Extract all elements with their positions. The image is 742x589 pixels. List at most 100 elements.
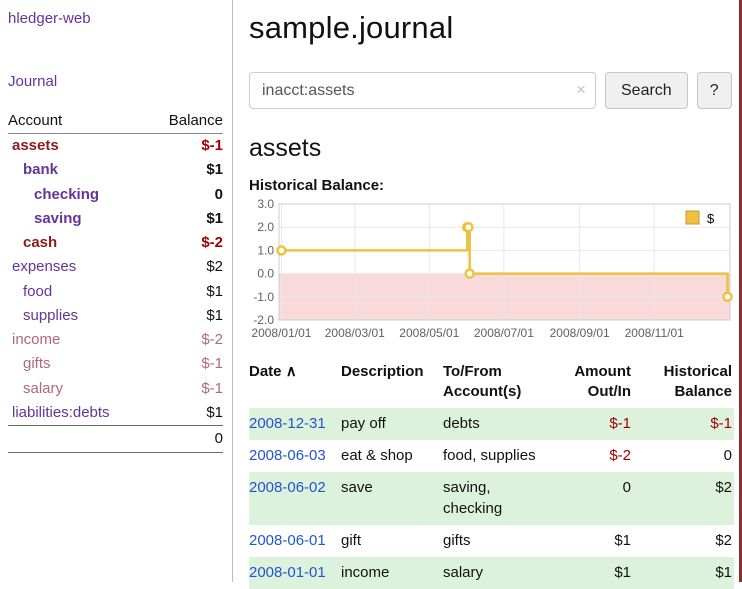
- account-link-bank[interactable]: bank: [23, 161, 59, 179]
- search-input[interactable]: [249, 72, 596, 109]
- app-title-link[interactable]: hledger-web: [8, 10, 91, 27]
- window-edge: [739, 0, 742, 582]
- date-link[interactable]: 2008-06-03: [249, 446, 326, 464]
- account-link-expenses[interactable]: expenses: [12, 258, 77, 276]
- svg-text:-2.0: -2.0: [253, 313, 274, 327]
- clear-search-icon[interactable]: ×: [576, 80, 586, 99]
- svg-text:2008/09/01: 2008/09/01: [550, 326, 610, 340]
- account-row: bank $1: [8, 158, 223, 182]
- cell-date: 2008-06-01: [249, 525, 341, 557]
- help-button[interactable]: ?: [696, 72, 732, 109]
- account-balance: $2: [206, 258, 223, 276]
- svg-text:2008/05/01: 2008/05/01: [399, 326, 459, 340]
- accounts-header-balance: Balance: [148, 110, 223, 134]
- cell-amount: $-2: [609, 446, 631, 464]
- date-link[interactable]: 2008-06-02: [249, 478, 326, 496]
- svg-text:0.0: 0.0: [257, 267, 274, 281]
- account-row: income $-2: [8, 328, 223, 352]
- cell-description: income: [341, 563, 390, 581]
- sort-ascending-icon: ∧: [285, 363, 297, 380]
- account-link-income[interactable]: income: [12, 331, 61, 348]
- cell-date: 2008-01-01: [249, 557, 341, 589]
- cell-accounts: debts: [443, 415, 480, 432]
- account-row: expenses $2: [8, 255, 223, 279]
- col-header-date-label: Date: [249, 363, 282, 380]
- svg-text:2.0: 2.0: [257, 220, 274, 234]
- account-row: food $1: [8, 280, 223, 304]
- cell-balance: $-1: [710, 415, 732, 432]
- cell-accounts: salary: [443, 563, 484, 581]
- cell-date: 2008-06-03: [249, 440, 341, 472]
- transaction-row[interactable]: 2008-12-31 pay off debts $-1 $-1: [249, 408, 734, 440]
- col-header-description[interactable]: Description: [341, 363, 424, 380]
- account-link-salary[interactable]: salary: [23, 379, 64, 397]
- transaction-row[interactable]: 2008-06-02 save saving, checking 0 $2: [249, 471, 734, 526]
- account-link-assets[interactable]: assets: [12, 137, 59, 154]
- account-link-supplies[interactable]: supplies: [23, 306, 79, 324]
- cell-accounts: gifts: [443, 532, 471, 549]
- svg-text:2008/07/01: 2008/07/01: [474, 326, 534, 340]
- historical-balance-chart[interactable]: 3.0 2.0 1.0 0.0 -1.0 -2.0 2008/01/01 2008/03/01…: [249, 197, 734, 352]
- svg-text:1.0: 1.0: [257, 243, 274, 257]
- cell-description: pay off: [341, 415, 386, 432]
- account-heading: assets: [249, 134, 322, 162]
- date-link[interactable]: 2008-06-01: [249, 532, 326, 549]
- cell-description: eat & shop: [341, 446, 413, 464]
- account-link-food[interactable]: food: [23, 282, 53, 300]
- cell-date: 2008-12-31: [249, 408, 341, 440]
- account-row: cash $-2: [8, 231, 223, 255]
- svg-text:3.0: 3.0: [257, 198, 274, 211]
- search-button[interactable]: Search: [605, 72, 688, 109]
- account-link-cash[interactable]: cash: [23, 234, 58, 251]
- transaction-row[interactable]: 2008-06-01 gift gifts $1 $2: [249, 525, 734, 557]
- cell-balance: $1: [715, 563, 732, 581]
- main-content: sample.journal × Search ? assets Histori…: [233, 0, 742, 589]
- cell-balance: 0: [723, 446, 732, 464]
- sidebar: hledger-web Journal Account Balance asse…: [0, 0, 233, 582]
- col-header-date[interactable]: Date ∧: [249, 360, 341, 408]
- account-link-gifts[interactable]: gifts: [23, 355, 51, 373]
- account-row: liabilities:debts $1: [8, 401, 223, 426]
- page-title: sample.journal: [249, 10, 454, 45]
- account-link-checking[interactable]: checking: [34, 185, 100, 203]
- register-table: Date ∧ Description To/From Account(s) Am…: [249, 360, 734, 589]
- col-header-amount[interactable]: Amount Out/In: [574, 363, 631, 400]
- chart-title: Historical Balance:: [249, 177, 385, 194]
- account-row: assets $-1: [8, 134, 223, 159]
- accounts-header-row: Account Balance: [8, 110, 223, 134]
- accounts-total-row: 0: [8, 424, 223, 454]
- account-link-liabilities-debts[interactable]: liabilities:debts: [12, 403, 110, 421]
- cell-balance: $2: [715, 478, 732, 496]
- svg-text:2008/01/01: 2008/01/01: [251, 326, 311, 340]
- svg-text:-1.0: -1.0: [253, 290, 274, 304]
- cell-amount: $-1: [609, 415, 631, 432]
- cell-description: gift: [341, 532, 362, 549]
- account-balance: $-2: [201, 331, 223, 348]
- search-bar: × Search ?: [249, 72, 734, 109]
- account-row: gifts $-1: [8, 352, 223, 376]
- date-link[interactable]: 2008-01-01: [249, 563, 326, 581]
- account-balance: $1: [206, 403, 223, 421]
- account-row: salary $-1: [8, 377, 223, 401]
- account-row: checking 0: [8, 183, 223, 207]
- cell-date: 2008-06-02: [249, 472, 341, 526]
- account-balance: $-1: [201, 379, 223, 397]
- col-header-balance[interactable]: Historical Balance: [663, 363, 732, 400]
- accounts-header-account: Account: [8, 110, 149, 134]
- transaction-row[interactable]: 2008-06-03 eat & shop food, supplies $-2 0: [249, 440, 734, 472]
- account-row: saving $1: [8, 207, 223, 231]
- transaction-row[interactable]: 2008-01-01 income salary $1 $1: [249, 556, 734, 589]
- svg-text:2008/03/01: 2008/03/01: [325, 326, 385, 340]
- journal-link[interactable]: Journal: [8, 73, 58, 90]
- account-balance: 0: [214, 185, 223, 203]
- cell-amount: $1: [614, 563, 631, 581]
- accounts-total-value: 0: [148, 424, 223, 454]
- cell-amount: $1: [614, 532, 631, 549]
- col-header-accounts[interactable]: To/From Account(s): [443, 363, 522, 400]
- date-link[interactable]: 2008-12-31: [249, 415, 326, 432]
- account-balance: $1: [206, 282, 223, 300]
- account-link-saving[interactable]: saving: [34, 209, 82, 227]
- account-balance: $1: [206, 306, 223, 324]
- svg-text:$: $: [707, 211, 715, 226]
